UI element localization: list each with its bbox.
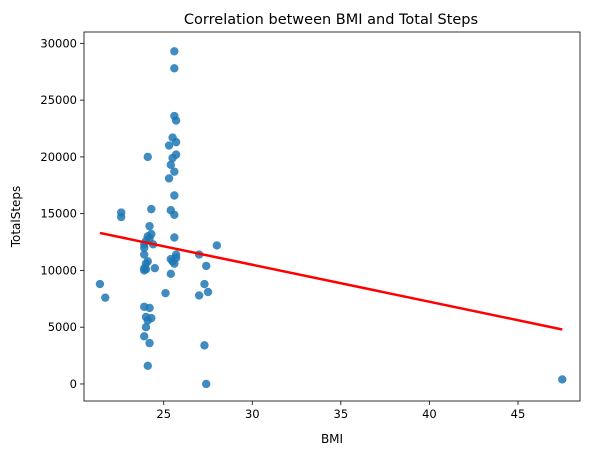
data-point	[147, 229, 156, 239]
data-point	[145, 338, 154, 348]
data-point	[170, 210, 179, 219]
data-point	[143, 257, 152, 266]
data-point	[170, 167, 179, 176]
data-point	[170, 64, 179, 73]
x-tick-label: 45	[511, 407, 526, 421]
data-point	[558, 375, 567, 384]
data-point	[212, 241, 222, 250]
y-tick-label: 30000	[40, 36, 77, 50]
data-point	[101, 293, 110, 302]
data-point	[166, 160, 175, 170]
data-point	[143, 152, 152, 162]
data-point	[164, 174, 174, 183]
y-tick-label: 0	[70, 377, 77, 391]
data-point	[117, 212, 126, 222]
axes: 25 30 35 40 45 0 5000 10000 15000 20000 25000 30000	[40, 36, 525, 421]
data-point	[200, 341, 209, 350]
data-point	[202, 379, 211, 389]
plot-frame	[83, 31, 581, 402]
x-tick-label: 40	[422, 407, 437, 421]
data-point	[143, 361, 152, 371]
y-tick-label: 15000	[40, 207, 77, 221]
y-axis-label: TotalSteps	[9, 186, 23, 249]
y-tick-label: 5000	[48, 320, 77, 334]
data-point	[145, 221, 154, 231]
x-tick-label: 35	[334, 407, 349, 421]
x-tick-label: 30	[245, 407, 260, 421]
data-point	[202, 261, 211, 271]
data-point	[171, 116, 181, 125]
data-point	[145, 303, 154, 313]
data-point	[171, 150, 181, 159]
data-point	[141, 323, 151, 332]
data-point	[161, 288, 170, 298]
data-point	[147, 313, 156, 323]
y-tick-label: 10000	[40, 263, 77, 277]
y-tick-label: 25000	[40, 93, 77, 107]
data-point	[171, 137, 181, 147]
data-point	[166, 269, 175, 279]
data-point	[170, 47, 179, 56]
data-point	[164, 141, 174, 150]
regression-line	[99, 231, 563, 331]
data-point	[171, 253, 181, 263]
y-tick-label: 20000	[40, 150, 77, 164]
x-axis-label: BMI	[321, 432, 343, 446]
chart-title: Correlation between BMI and Total Steps	[184, 12, 478, 28]
plot-area	[95, 47, 567, 389]
data-point	[150, 263, 160, 273]
data-point	[140, 250, 149, 259]
data-point	[95, 279, 105, 289]
data-point	[147, 204, 156, 214]
data-point	[170, 233, 179, 242]
x-tick-label: 25	[156, 407, 171, 421]
data-point	[140, 332, 149, 341]
data-point	[203, 287, 213, 297]
data-point	[200, 279, 209, 289]
data-point	[141, 265, 151, 274]
data-point	[140, 243, 149, 252]
data-point	[194, 291, 204, 300]
data-point	[170, 191, 179, 200]
